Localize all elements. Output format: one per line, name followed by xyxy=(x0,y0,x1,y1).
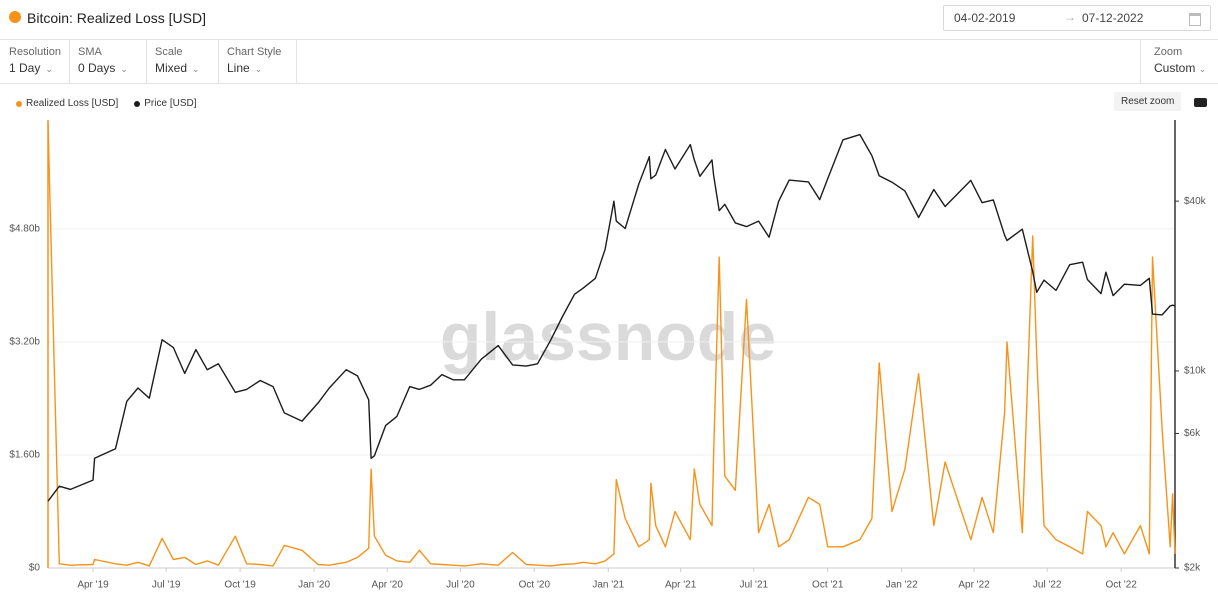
arrow-icon: → xyxy=(1064,10,1076,24)
separator xyxy=(69,40,70,83)
x-tick-label: Jul '20 xyxy=(446,580,475,591)
watermark: glassnode xyxy=(440,299,776,375)
title: Bitcoin: Realized Loss [USD] xyxy=(27,10,206,26)
y-tick-label: $4.80b xyxy=(9,223,40,234)
x-tick-label: Oct '19 xyxy=(224,580,256,591)
x-tick-label: Apr '20 xyxy=(372,580,404,591)
x-tick-label: Jan '20 xyxy=(298,580,330,591)
control-value-text: 1 Day xyxy=(9,61,41,75)
zoom-control[interactable]: Zoom Custom ⌄ xyxy=(1154,46,1206,75)
control-label: SMA xyxy=(78,46,102,58)
x-tick-label: Jan '21 xyxy=(592,580,624,591)
x-tick-label: Jul '21 xyxy=(739,580,768,591)
calendar-icon xyxy=(1189,13,1201,26)
legend-label: Realized Loss [USD] xyxy=(26,98,119,109)
control[interactable]: Scale Mixed ⌄ xyxy=(155,46,200,75)
control-label: Scale xyxy=(155,46,183,58)
y2-tick-label: $6k xyxy=(1184,428,1201,439)
date-to[interactable]: 07-12-2022 xyxy=(1082,11,1144,25)
y2-tick-label: $10k xyxy=(1184,366,1207,377)
control[interactable]: SMA 0 Days ⌄ xyxy=(78,46,128,75)
series-line xyxy=(47,122,1176,567)
header: Bitcoin: Realized Loss [USD] 04-02-2019 … xyxy=(0,0,1218,40)
camera-icon[interactable] xyxy=(1194,98,1207,107)
separator xyxy=(146,40,147,83)
y-tick-label: $1.60b xyxy=(9,450,40,461)
separator xyxy=(1140,40,1141,83)
y-tick-label: $0 xyxy=(29,563,41,574)
control-value[interactable]: Line ⌄ xyxy=(227,61,281,75)
x-tick-label: Oct '20 xyxy=(519,580,551,591)
bitcoin-icon xyxy=(9,11,21,23)
legend-marker xyxy=(16,100,22,107)
legend-item[interactable]: Price [USD] xyxy=(134,98,197,109)
separator xyxy=(218,40,219,83)
x-tick-label: Apr '19 xyxy=(77,580,109,591)
control[interactable]: Chart Style Line ⌄ xyxy=(227,46,281,75)
chevron-icon: ⌄ xyxy=(254,64,263,74)
control-label: Resolution xyxy=(9,46,61,58)
y-tick-label: $3.20b xyxy=(9,337,40,348)
control-value-text: Custom xyxy=(1154,61,1196,75)
control-value[interactable]: 1 Day ⌄ xyxy=(9,61,61,75)
control[interactable]: Resolution 1 Day ⌄ xyxy=(9,46,61,75)
reset-zoom-button[interactable]: Reset zoom xyxy=(1114,92,1182,111)
y2-tick-label: $2k xyxy=(1184,563,1201,574)
control-value-text: Mixed xyxy=(155,61,188,75)
x-tick-label: Jan '22 xyxy=(886,580,918,591)
control-value-text: 0 Days xyxy=(78,61,116,75)
control-value[interactable]: 0 Days ⌄ xyxy=(78,61,128,75)
legend: Realized Loss [USD] Price [USD] xyxy=(16,98,197,109)
date-from[interactable]: 04-02-2019 xyxy=(954,11,1016,25)
control-label: Zoom xyxy=(1154,46,1183,58)
control-value-text: Line xyxy=(227,61,250,75)
x-tick-label: Apr '22 xyxy=(958,580,990,591)
x-tick-label: Oct '21 xyxy=(812,580,844,591)
series-line xyxy=(47,133,1176,502)
y2-tick-label: $40k xyxy=(1184,196,1207,207)
chevron-icon: ⌄ xyxy=(192,64,200,74)
control-value[interactable]: Mixed ⌄ xyxy=(155,61,200,75)
x-tick-label: Jul '22 xyxy=(1033,580,1062,591)
control-value[interactable]: Custom ⌄ xyxy=(1154,61,1207,75)
x-tick-label: Jul '19 xyxy=(152,580,181,591)
separator xyxy=(296,40,297,83)
x-tick-label: Oct '22 xyxy=(1105,580,1137,591)
date-range[interactable]: 04-02-2019 → 07-12-2022 xyxy=(943,5,1211,31)
controls-bar xyxy=(0,40,1218,84)
legend-item[interactable]: Realized Loss [USD] xyxy=(16,98,118,109)
x-tick-label: Apr '21 xyxy=(665,580,697,591)
control-label: Chart Style xyxy=(227,46,282,58)
chevron-icon: ⌄ xyxy=(120,64,128,74)
legend-marker xyxy=(134,100,141,107)
legend-label: Price [USD] xyxy=(144,98,197,109)
chevron-icon: ⌄ xyxy=(45,64,53,74)
